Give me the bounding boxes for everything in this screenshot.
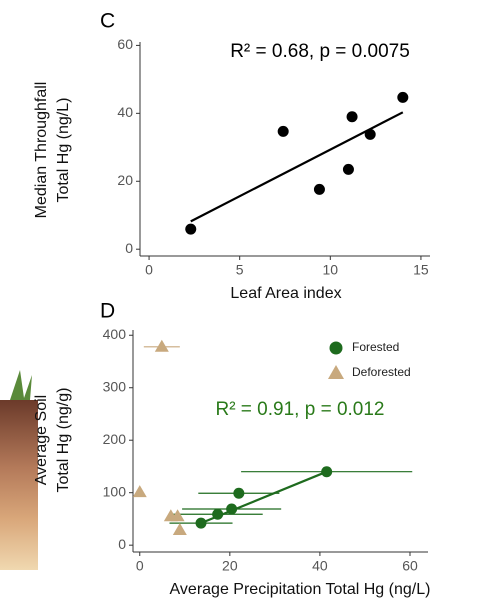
- y-tick-label: 20: [117, 172, 133, 188]
- point: [342, 163, 354, 175]
- x-tick-label: 20: [222, 558, 238, 574]
- x-tick-label: 60: [402, 558, 418, 574]
- y-tick-label: 300: [103, 378, 127, 394]
- y-axis-title: Total Hg (ng/g): [55, 388, 72, 493]
- point: [185, 223, 197, 235]
- y-tick-label: 100: [103, 483, 127, 499]
- x-tick-label: 10: [323, 262, 339, 278]
- y-axis-title: Total Hg (ng/L): [55, 98, 72, 203]
- point: [170, 509, 185, 522]
- x-axis-title: Average Precipitation Total Hg (ng/L): [170, 581, 431, 598]
- point: [195, 517, 207, 529]
- x-tick-label: 5: [236, 262, 244, 278]
- legend-label: Forested: [352, 340, 399, 354]
- fit-line: [190, 111, 404, 223]
- point: [226, 503, 238, 515]
- point: [154, 339, 169, 352]
- y-tick-label: 40: [117, 104, 133, 120]
- point: [397, 91, 409, 103]
- legend-label: Deforested: [352, 365, 411, 379]
- y-axis-title: Average Soil: [33, 395, 50, 485]
- point: [313, 183, 325, 195]
- point: [212, 508, 224, 520]
- annotation: R² = 0.91, p = 0.012: [215, 399, 384, 420]
- x-tick-label: 0: [136, 558, 144, 574]
- point: [277, 125, 289, 137]
- y-axis-title: Median Throughfall: [33, 82, 50, 219]
- point: [346, 111, 358, 123]
- point: [364, 128, 376, 140]
- x-tick-label: 0: [145, 262, 153, 278]
- point: [172, 522, 187, 535]
- y-tick-label: 200: [103, 431, 127, 447]
- x-tick-label: 15: [413, 262, 429, 278]
- y-tick-label: 0: [118, 536, 126, 552]
- grass: [10, 370, 32, 400]
- legend-marker: [329, 341, 343, 355]
- y-tick-label: 60: [117, 36, 133, 52]
- x-tick-label: 40: [312, 558, 328, 574]
- soil-photo: [0, 400, 38, 570]
- point: [321, 466, 333, 478]
- legend-marker: [328, 365, 344, 379]
- x-axis-title: Leaf Area index: [230, 285, 341, 302]
- annotation: R² = 0.68, p = 0.0075: [230, 41, 410, 62]
- y-tick-label: 400: [103, 326, 127, 342]
- panel-letter: D: [100, 300, 115, 323]
- y-tick-label: 0: [125, 240, 133, 256]
- point: [233, 487, 245, 499]
- point: [132, 485, 147, 498]
- panel-letter: C: [100, 10, 115, 33]
